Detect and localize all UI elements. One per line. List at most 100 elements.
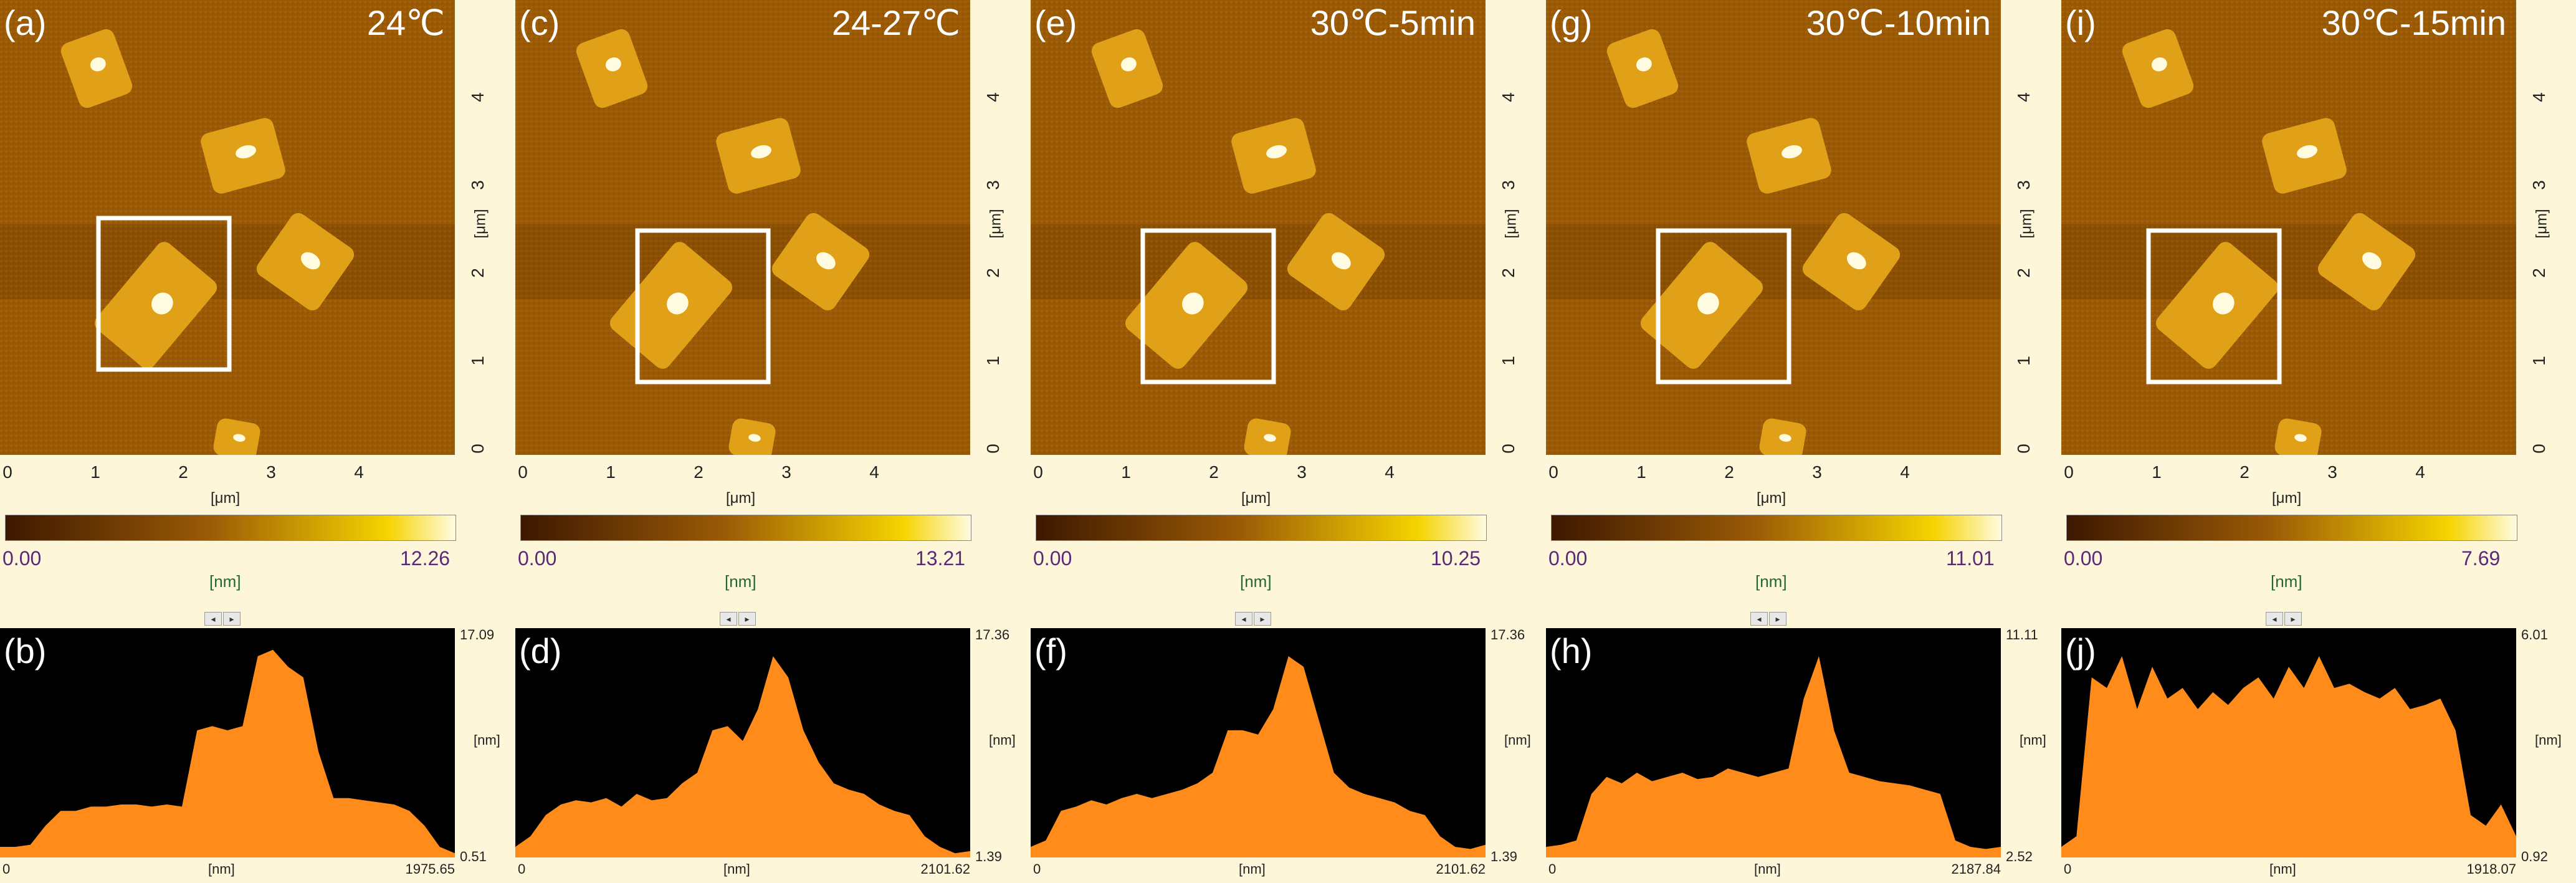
y-axis: 0 1 2 3 4 [μm]: [2001, 0, 2061, 455]
colorbar-max: 11.01: [1946, 547, 1995, 570]
grain-3: [1640, 242, 1763, 369]
y-axis: 0 1 2 3 4 [μm]: [970, 0, 1031, 455]
panel-letter: (i): [2065, 3, 2096, 42]
profile-y-max: 17.36: [1491, 627, 1525, 642]
analysis-box: [1656, 228, 1791, 384]
x-axis-unit: [μm]: [726, 490, 756, 507]
y-tick-label: 0: [468, 444, 487, 454]
grain-0: [576, 29, 648, 108]
afm-topography: [515, 0, 970, 455]
x-axis: 0 1 2 3 4 [μm]: [0, 455, 455, 511]
y-tick-label: 3: [2014, 180, 2033, 190]
x-tick-label: 2: [1209, 462, 1219, 482]
y-tick-label: 4: [2529, 92, 2549, 102]
scroll-left-button[interactable]: ◂: [2266, 612, 2283, 626]
y-axis: 0 1 2 3 4 [μm]: [2516, 0, 2576, 455]
panel-letter: (a): [4, 3, 47, 42]
scroll-right-button[interactable]: ▸: [2284, 612, 2302, 626]
afm-height-image: (a) 24℃: [0, 0, 455, 455]
x-tick-label: 1: [90, 462, 100, 482]
scroll-left-button[interactable]: ◂: [1235, 612, 1252, 626]
profile-x-min: 0: [1033, 861, 1041, 877]
scroll-right-button[interactable]: ▸: [1254, 612, 1271, 626]
y-tick-label: 2: [983, 268, 1003, 278]
profile-y-min: 1.39: [1491, 849, 1517, 864]
scan-band: [2061, 224, 2516, 299]
profile-scroll-controls: ◂ ▸: [1750, 612, 1788, 626]
colorbar-unit: [nm]: [1755, 572, 1787, 591]
y-tick-label: 1: [468, 356, 487, 366]
x-tick-label: 3: [1297, 462, 1307, 482]
temperature-label: 30℃-5min: [1310, 3, 1476, 42]
scroll-right-button[interactable]: ▸: [738, 612, 756, 626]
scroll-left-button[interactable]: ◂: [204, 612, 222, 626]
colorbar-max: 13.21: [915, 547, 966, 570]
afm-panel: (g) 30℃-10min 0 1 2 3 4 [μm] 0 1 2 3 4 [μm] 0.00 11.01 […: [1546, 0, 2061, 883]
x-tick-label: 0: [2, 462, 12, 482]
height-colorbar: [1036, 515, 1487, 541]
analysis-box: [1140, 228, 1276, 384]
x-tick-label: 1: [2152, 462, 2162, 482]
profile-plot: [1546, 656, 2001, 857]
x-tick-label: 1: [1636, 462, 1646, 482]
profile-letter: (h): [1550, 631, 1593, 671]
temperature-label: 24℃: [366, 3, 445, 42]
height-profile: (d): [515, 628, 970, 857]
profile-x-min: 0: [2, 861, 11, 877]
x-tick-label: 3: [266, 462, 276, 482]
grain-4: [2274, 418, 2322, 455]
afm-height-image: (e) 30℃-5min: [1031, 0, 1486, 455]
y-tick-label: 0: [2014, 444, 2033, 454]
x-tick-label: 0: [1033, 462, 1043, 482]
afm-height-image: (c) 24-27℃: [515, 0, 970, 455]
scroll-left-button[interactable]: ◂: [1750, 612, 1768, 626]
scroll-right-button[interactable]: ▸: [223, 612, 241, 626]
colorbar-min: 0.00: [2064, 547, 2103, 570]
height-colorbar: [520, 515, 971, 541]
grain-3: [94, 242, 217, 369]
grain-3: [2155, 242, 2279, 369]
profile-area: [2061, 656, 2516, 857]
profile-x-unit: [nm]: [208, 861, 235, 877]
colorbar-unit: [nm]: [209, 572, 241, 591]
profile-area: [0, 649, 455, 857]
panel-letter: (e): [1034, 3, 1077, 42]
analysis-box: [2146, 228, 2282, 384]
grain-2: [256, 212, 355, 311]
afm-topography: [2061, 0, 2516, 455]
profile-x-min: 0: [1548, 861, 1557, 877]
profile-y-max: 17.36: [975, 627, 1010, 642]
profile-x-unit: [nm]: [1239, 861, 1266, 877]
panel-letter: (c): [519, 3, 560, 42]
scroll-right-button[interactable]: ▸: [1769, 612, 1787, 626]
profile-y-min: 2.52: [2006, 849, 2033, 864]
grain-0: [60, 29, 133, 108]
profile-y-min: 1.39: [975, 849, 1002, 864]
profile-plot: [0, 649, 455, 857]
x-tick-label: 2: [2240, 462, 2249, 482]
profile-scroll-controls: ◂ ▸: [2266, 612, 2303, 626]
panel-letter: (g): [1550, 3, 1593, 42]
afm-panel: (i) 30℃-15min 0 1 2 3 4 [μm] 0 1 2 3 4 [μm] 0.00 7.69 [n…: [2061, 0, 2576, 883]
scroll-left-button[interactable]: ◂: [720, 612, 737, 626]
afm-height-image: (i) 30℃-15min: [2061, 0, 2516, 455]
grain-0: [1091, 29, 1163, 108]
grain-1: [2262, 118, 2347, 194]
y-tick-label: 2: [2529, 268, 2549, 278]
x-tick-label: 2: [178, 462, 188, 482]
profile-scroll-controls: ◂ ▸: [720, 612, 757, 626]
profile-y-unit: [nm]: [1504, 732, 1531, 748]
scan-band: [515, 224, 970, 299]
profile-y-min: 0.51: [460, 849, 487, 864]
x-axis: 0 1 2 3 4 [μm]: [1031, 455, 1486, 511]
y-tick-label: 1: [983, 356, 1003, 366]
y-tick-label: 1: [1499, 356, 1518, 366]
profile-y-min: 0.92: [2521, 849, 2548, 864]
x-axis: 0 1 2 3 4 [μm]: [2061, 455, 2516, 511]
afm-topography: [0, 0, 455, 455]
afm-height-image: (g) 30℃-10min: [1546, 0, 2001, 455]
temperature-label: 30℃-15min: [2321, 3, 2506, 42]
y-axis-unit: [μm]: [987, 209, 1004, 239]
grain-0: [2122, 29, 2194, 108]
x-axis: 0 1 2 3 4 [μm]: [515, 455, 970, 511]
